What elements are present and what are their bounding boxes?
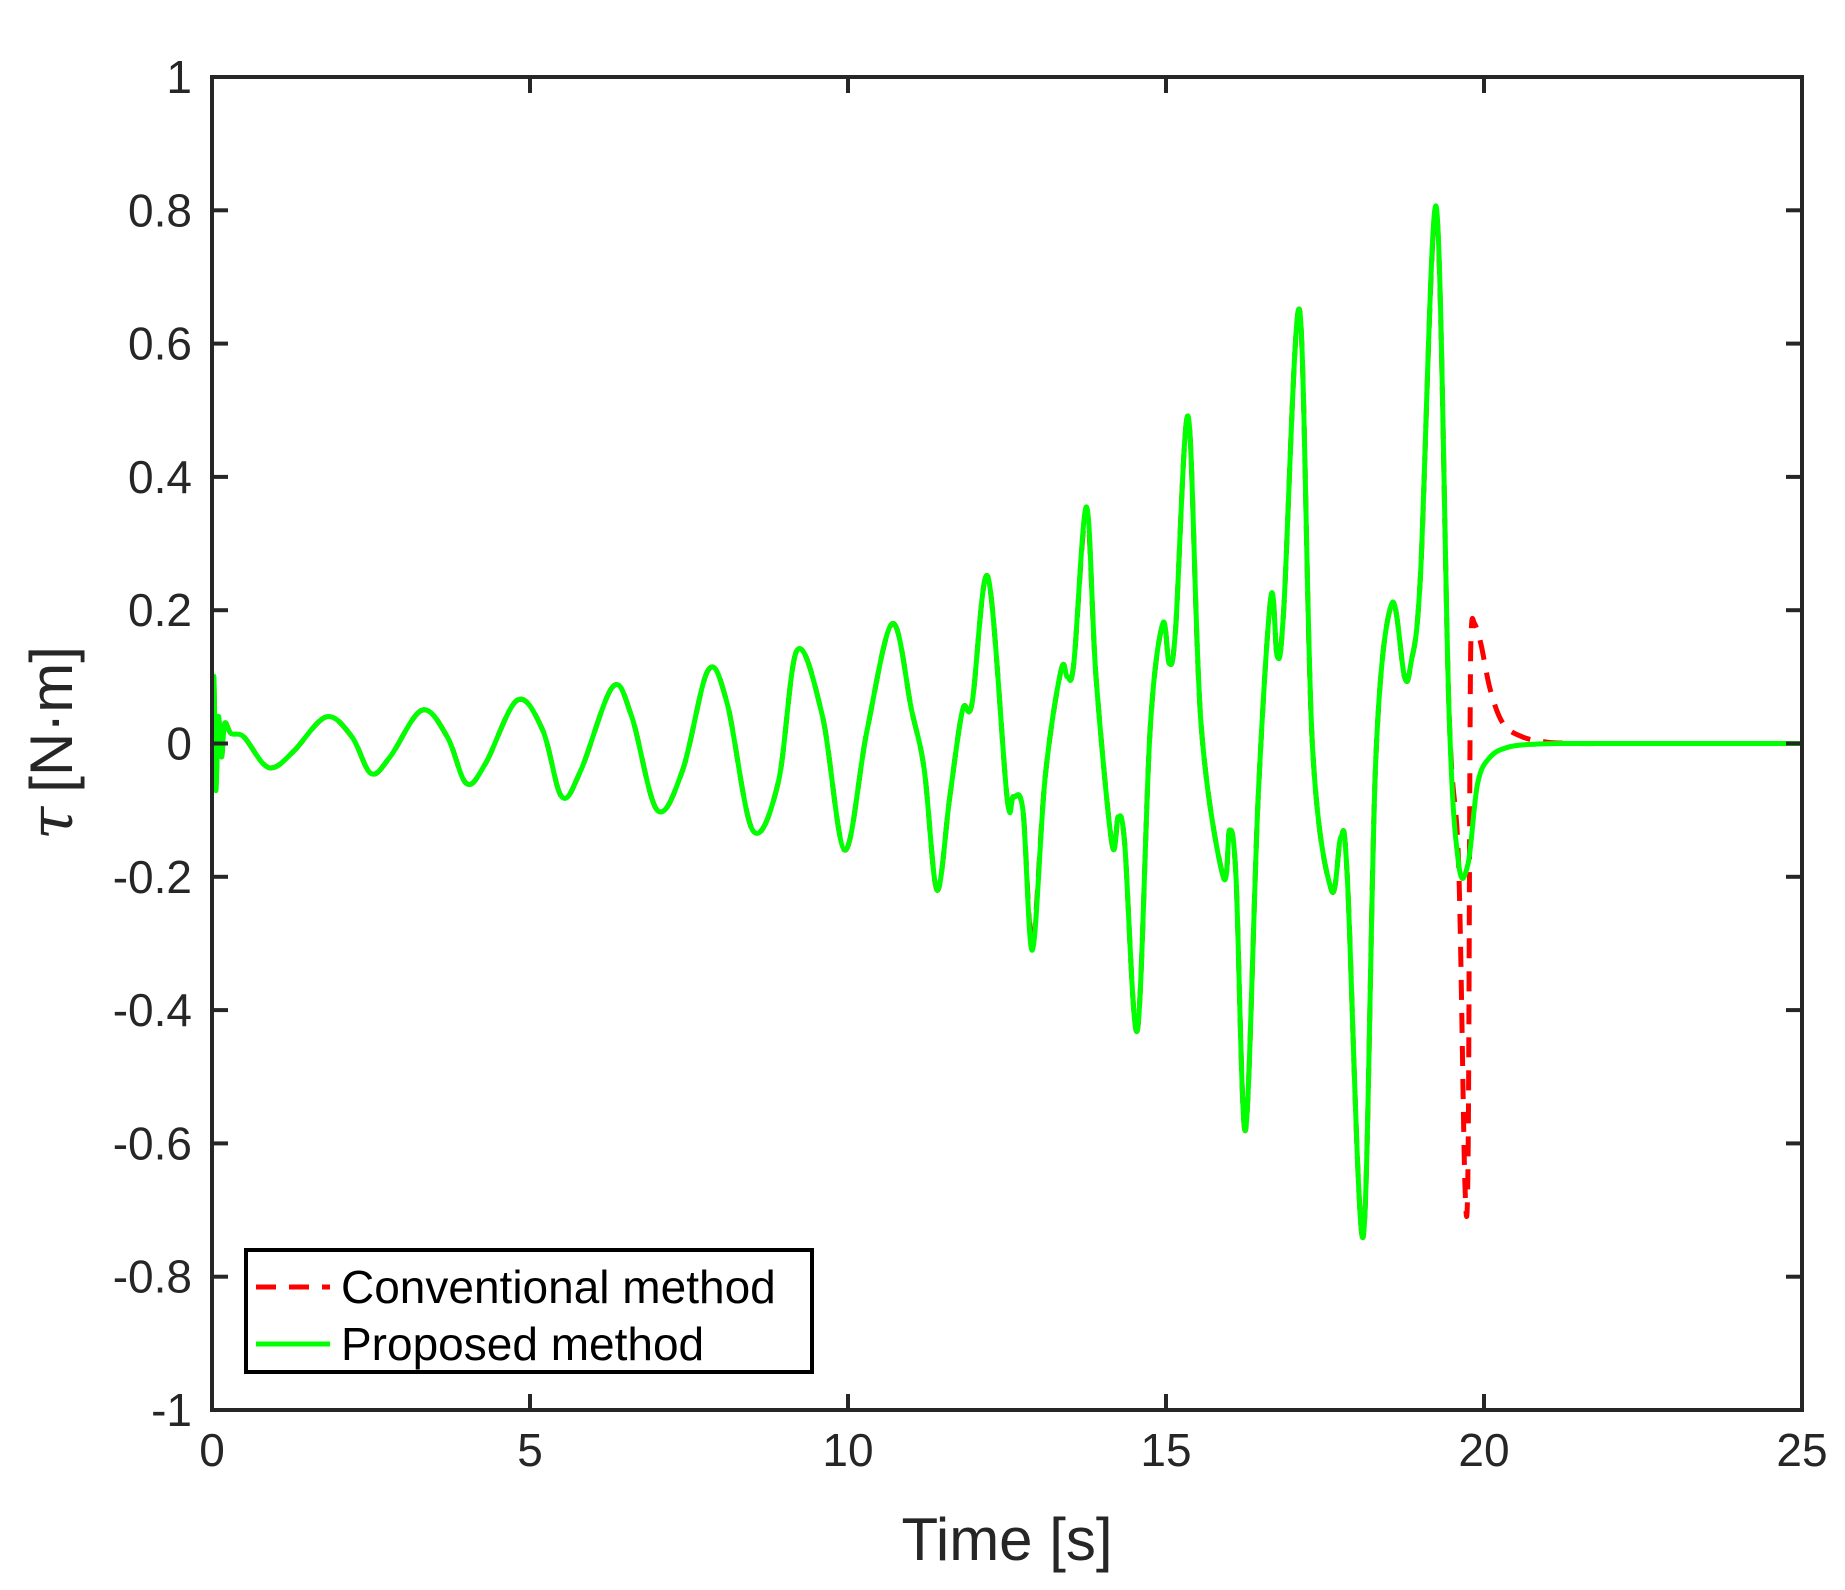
legend-box [244, 1248, 814, 1374]
x-axis-title: Time [s] [901, 1506, 1112, 1573]
y-tick-label: 0.4 [128, 451, 192, 503]
series-layer [212, 203, 1802, 1240]
y-tick-label: 0.8 [128, 184, 192, 236]
tick-labels-layer: 0 5 10 15 20 25 -1 -0.8 -0.6 -0.4 -0.2 0 0.2 0.4 0.6 0.… [113, 51, 1828, 1476]
y-tick-label: 0 [166, 718, 192, 770]
y-tick-label: -1 [151, 1384, 192, 1436]
legend: Conventional method Proposed method [244, 1248, 814, 1374]
x-tick-label: 25 [1776, 1424, 1827, 1476]
x-tick-label: 15 [1140, 1424, 1191, 1476]
y-tick-label: 0.6 [128, 318, 192, 370]
y-axis-title-units: [N·m] [18, 646, 85, 793]
x-tick-label: 0 [199, 1424, 225, 1476]
ticks-layer [210, 75, 1804, 1412]
x-tick-label: 5 [517, 1424, 543, 1476]
y-tick-label: -0.6 [113, 1117, 192, 1169]
axes-box [210, 75, 1804, 1412]
y-tick-label: -0.4 [113, 984, 192, 1036]
series-line-proposed [212, 203, 1802, 1240]
y-tick-label: 1 [166, 51, 192, 103]
y-axis-title-symbol: τ [17, 806, 87, 840]
x-tick-label: 20 [1458, 1424, 1509, 1476]
legend-label-conventional: Conventional method [341, 1261, 776, 1313]
y-tick-label: 0.2 [128, 584, 192, 636]
x-tick-label: 10 [822, 1424, 873, 1476]
y-axis-title: τ [N·m] [17, 646, 87, 840]
y-tick-label: -0.2 [113, 851, 192, 903]
y-tick-label: -0.8 [113, 1251, 192, 1303]
legend-label-proposed: Proposed method [341, 1318, 704, 1370]
